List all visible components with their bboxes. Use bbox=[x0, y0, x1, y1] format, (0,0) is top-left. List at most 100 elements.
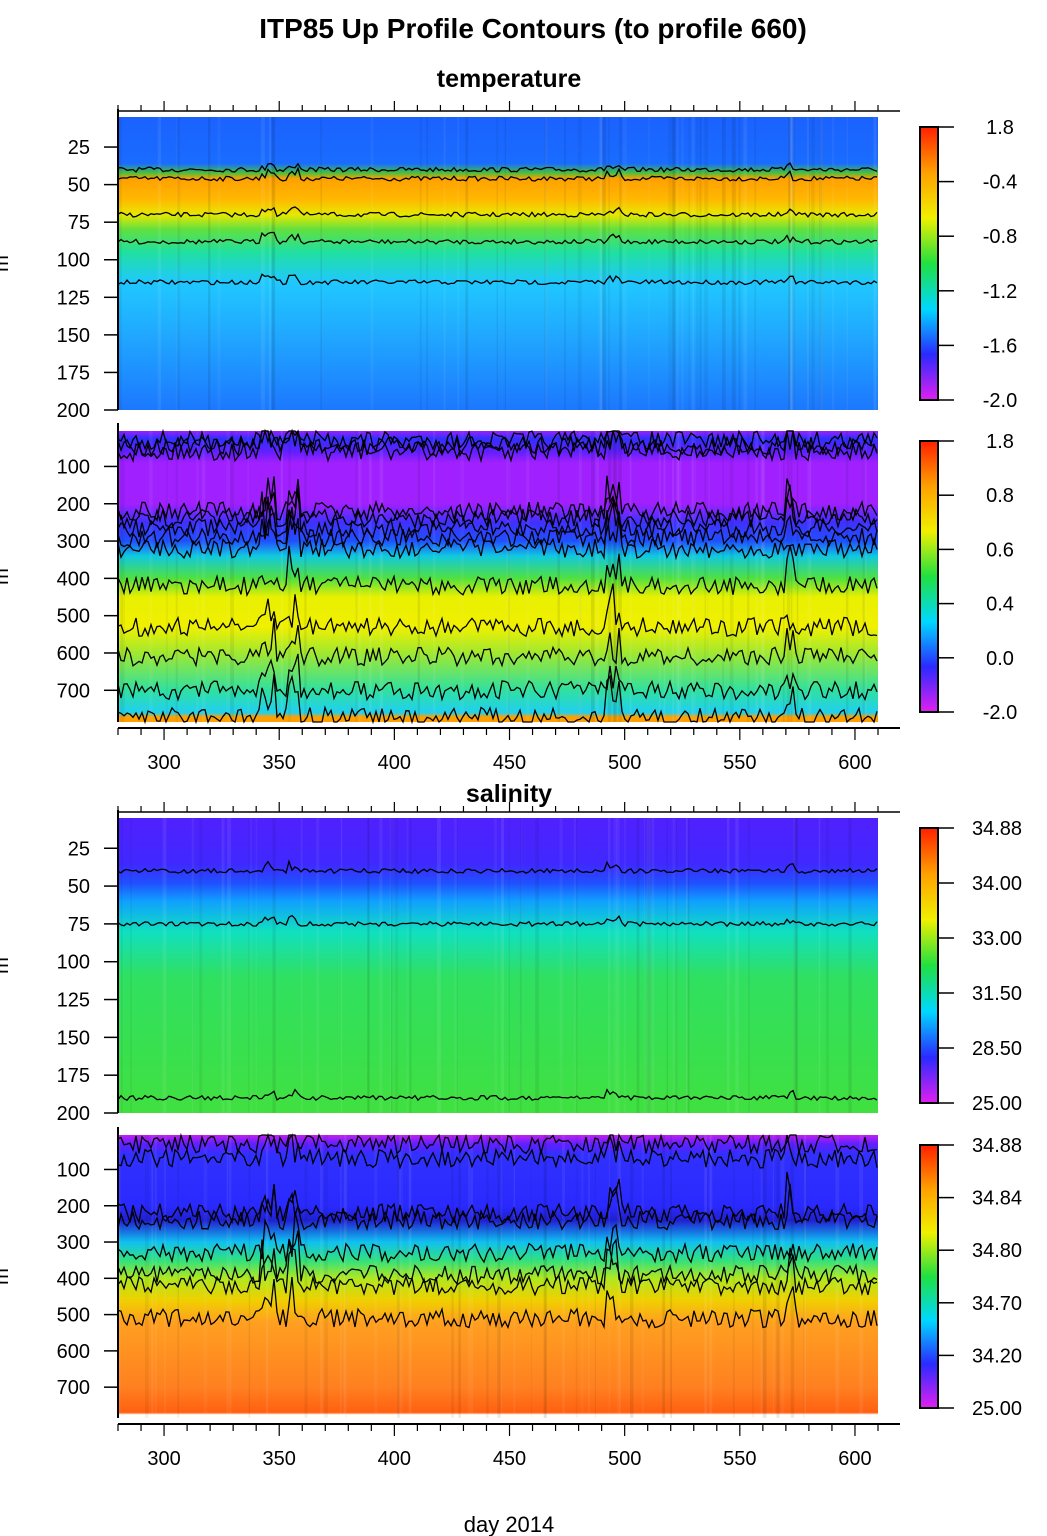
contour-line-88 bbox=[117, 231, 878, 245]
panel-2: 100 200 300 400 500 600 700 m 300 350 400 450 500 550… bbox=[0, 423, 1017, 774]
profile-streak bbox=[162, 818, 167, 1113]
profile-streak bbox=[304, 1135, 308, 1418]
profile-streak bbox=[615, 818, 620, 1113]
colorbar-label: -2.0 bbox=[983, 390, 1017, 412]
profile-streak bbox=[343, 1135, 347, 1418]
profile-streak bbox=[575, 818, 578, 1113]
profile-streak bbox=[320, 117, 323, 410]
profile-streak bbox=[783, 431, 785, 722]
profile-streak bbox=[676, 117, 679, 410]
y-tick-label: 100 bbox=[57, 1159, 90, 1181]
y-axis-label: m bbox=[0, 957, 13, 974]
profile-streak bbox=[494, 818, 497, 1113]
y-tick-label: 25 bbox=[68, 137, 90, 159]
profile-streak bbox=[228, 1135, 232, 1418]
profile-streak bbox=[687, 818, 690, 1113]
profile-streak bbox=[663, 431, 666, 722]
profile-streak bbox=[786, 431, 791, 722]
profile-streak bbox=[227, 818, 231, 1113]
profile-streak bbox=[506, 431, 511, 722]
profile-streak bbox=[564, 117, 567, 410]
profile-streak bbox=[460, 431, 465, 722]
profile-streak bbox=[708, 431, 710, 722]
profile-streak bbox=[151, 1135, 154, 1418]
y-tick-label: 500 bbox=[57, 1305, 90, 1327]
profile-streak bbox=[647, 818, 651, 1113]
colorbar-label: 34.20 bbox=[972, 1345, 1022, 1367]
panel-1: 25 50 75 100 125 150 175 200 m 1.8 -0.4 -0.8 -1.2 -1.… bbox=[0, 101, 1017, 422]
profile-streak bbox=[691, 431, 694, 722]
profile-streak bbox=[272, 117, 276, 410]
contour-line-700 bbox=[117, 653, 878, 702]
profile-streak bbox=[790, 431, 793, 722]
profile-streak bbox=[825, 818, 830, 1113]
colorbar-label: 34.88 bbox=[972, 1135, 1022, 1157]
profile-streak bbox=[120, 431, 123, 722]
colorbar-label: 31.50 bbox=[972, 983, 1022, 1005]
profile-streak bbox=[579, 431, 582, 722]
profile-streak bbox=[696, 117, 699, 410]
contour-line-115 bbox=[117, 273, 878, 286]
x-tick-label: 550 bbox=[723, 752, 756, 774]
x-tick-label: 350 bbox=[263, 1448, 296, 1470]
profile-streak bbox=[391, 818, 393, 1113]
contour-line-390 bbox=[117, 1230, 878, 1286]
profile-streak bbox=[863, 431, 868, 722]
profile-streak bbox=[458, 1135, 461, 1418]
profile-streak bbox=[374, 1135, 378, 1418]
profile-streak bbox=[358, 431, 360, 722]
y-tick-label: 125 bbox=[57, 287, 90, 309]
profile-streak bbox=[595, 431, 600, 722]
profile-streak bbox=[486, 1135, 489, 1418]
profile-streak bbox=[672, 117, 676, 410]
profile-streak bbox=[226, 1135, 229, 1418]
profile-streak bbox=[578, 431, 582, 722]
profile-streak bbox=[675, 818, 678, 1113]
profile-streak bbox=[389, 818, 393, 1113]
heatmap-field bbox=[118, 431, 878, 722]
colorbar-label: 34.70 bbox=[972, 1293, 1022, 1315]
contour-line-320 bbox=[117, 506, 878, 561]
profile-streak bbox=[793, 818, 796, 1113]
profile-streak bbox=[175, 117, 177, 410]
profile-streak bbox=[598, 117, 603, 410]
profile-streak bbox=[845, 431, 849, 722]
profile-streak bbox=[662, 1135, 666, 1418]
colorbar-label: 34.88 bbox=[972, 818, 1022, 840]
profile-streak bbox=[691, 431, 696, 722]
profile-streak bbox=[432, 431, 436, 722]
y-tick-label: 200 bbox=[57, 400, 90, 422]
colorbar-label: 25.00 bbox=[972, 1093, 1022, 1115]
profile-streak bbox=[699, 117, 702, 410]
y-tick-label: 300 bbox=[57, 1232, 90, 1254]
colorbar-label: 0.0 bbox=[986, 648, 1014, 670]
profile-streak bbox=[501, 818, 505, 1113]
profile-streak bbox=[760, 431, 764, 722]
profile-streak bbox=[658, 431, 661, 722]
profile-streak bbox=[738, 117, 741, 410]
figure-title: ITP85 Up Profile Contours (to profile 66… bbox=[259, 13, 807, 44]
profile-streak bbox=[319, 1135, 323, 1418]
profile-streak bbox=[803, 1135, 805, 1418]
contour-line-190 bbox=[117, 1088, 878, 1102]
profile-streak bbox=[704, 431, 706, 722]
colorbar-label: 0.8 bbox=[986, 485, 1014, 507]
y-tick-label: 600 bbox=[57, 643, 90, 665]
profile-streak bbox=[530, 1135, 532, 1418]
profile-streak bbox=[408, 1135, 412, 1418]
profile-streak bbox=[811, 117, 815, 410]
profile-streak bbox=[266, 1135, 269, 1418]
profile-streak bbox=[370, 117, 374, 410]
profile-streak bbox=[608, 818, 611, 1113]
x-tick-label: 600 bbox=[838, 1448, 871, 1470]
colorbar-label: -2.0 bbox=[983, 702, 1017, 724]
profile-streak bbox=[535, 818, 540, 1113]
profile-streak bbox=[406, 818, 409, 1113]
profile-streak bbox=[608, 1135, 610, 1418]
y-tick-label: 100 bbox=[57, 250, 90, 272]
profile-streak bbox=[504, 117, 506, 410]
contour-line-420 bbox=[117, 545, 878, 598]
profile-streak bbox=[345, 1135, 347, 1418]
y-tick-label: 400 bbox=[57, 1268, 90, 1290]
profile-streak bbox=[810, 431, 812, 722]
